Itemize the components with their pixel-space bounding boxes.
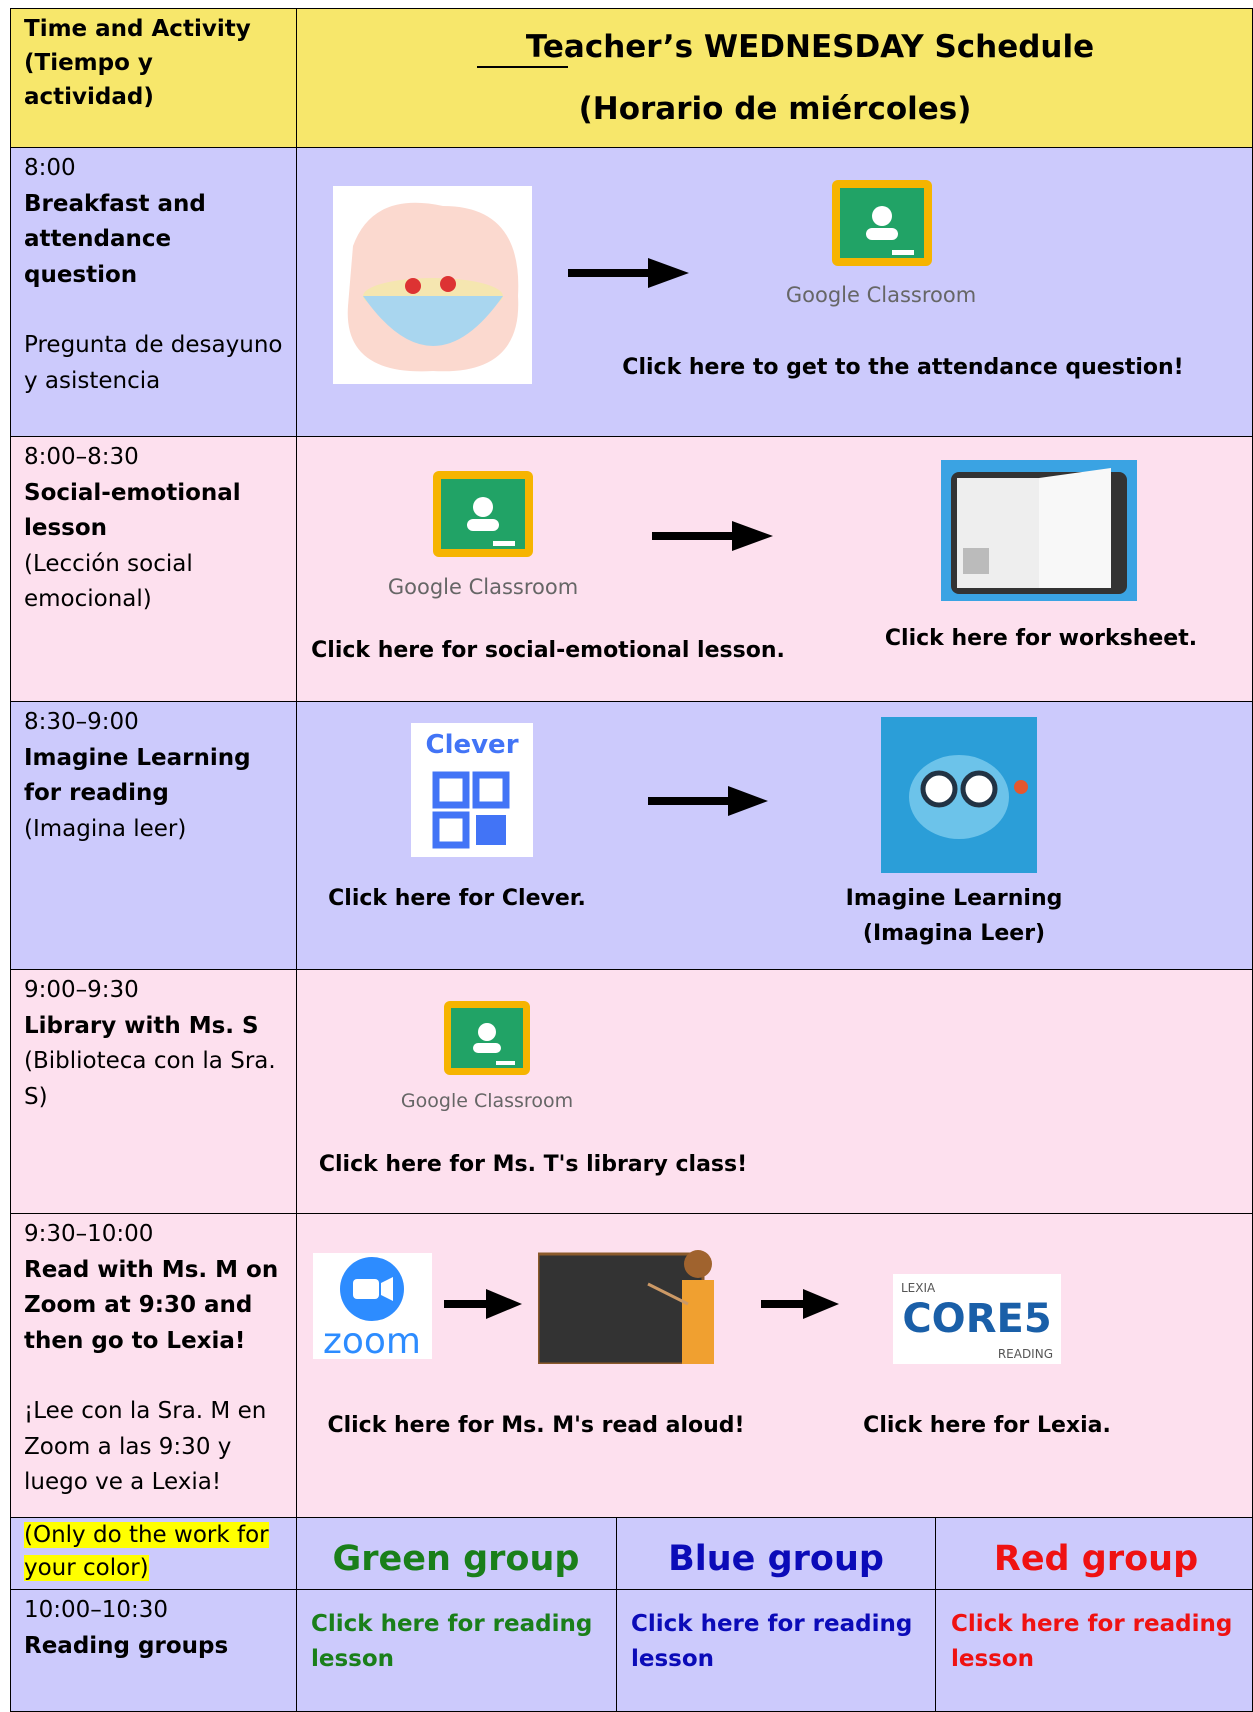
cell [296, 1213, 1253, 1518]
zoom-logo: zoom [313, 1253, 432, 1359]
cell [935, 1589, 1253, 1712]
row-label: 8:30–9:00 Imagine Learning for reading (Im… [24, 705, 286, 847]
link[interactable]: Imagine Learning [845, 886, 1063, 911]
subtitle: (Horario de miércoles) [578, 91, 972, 127]
row-label: 9:00–9:30 Library with Ms. S (Biblioteca c… [24, 973, 286, 1115]
logo-text: CORE5 [902, 1296, 1051, 1342]
blank-line [477, 66, 568, 68]
spanish: ¡Lee con la Sra. M en Zoom a las 9:30 y … [24, 1398, 267, 1495]
cell [296, 1517, 617, 1590]
row-label: 8:00–8:30 Social-emotional lesson (Lección… [24, 440, 286, 618]
time: 10:00–10:30 [24, 1597, 169, 1623]
cell [935, 1517, 1253, 1590]
group-name: Red group [993, 1539, 1199, 1579]
logo-text: READING [998, 1347, 1053, 1361]
activity: Library with Ms. S [24, 1012, 259, 1039]
book-image [941, 460, 1137, 601]
header-left-cell [10, 8, 297, 148]
row-label: 9:30–10:00 Read with Ms. M on Zoom at 9:3… [24, 1217, 286, 1501]
link[interactable]: Click here for Ms. M's read aloud! [327, 1413, 745, 1438]
link[interactable]: Click here for reading lesson [311, 1611, 593, 1672]
logo-text: Clever [425, 730, 518, 760]
link[interactable]: (Imagina Leer) [862, 921, 1046, 946]
classroom-logo [832, 180, 932, 266]
arrow [652, 521, 773, 551]
header-text: (Tiempo y actividad) [24, 50, 154, 110]
header-text: Time and Activity [24, 16, 251, 42]
activity: Read with Ms. M on Zoom at 9:30 and then… [24, 1256, 279, 1354]
spanish: (Lección social emocional) [24, 550, 193, 613]
header-title-cell [296, 8, 1253, 148]
cell [296, 1589, 617, 1712]
logo-text: Google Classroom [785, 283, 977, 307]
link[interactable]: Click here for reading lesson [631, 1611, 913, 1672]
group-name: Green group [332, 1539, 580, 1579]
clever-logo: Clever [411, 723, 533, 857]
activity: Reading groups [24, 1632, 229, 1659]
robot-image [881, 717, 1037, 873]
cereal-image [333, 186, 532, 384]
logo-text: LEXIA [901, 1281, 936, 1295]
arrow [568, 258, 689, 288]
link[interactable]: Click here for Ms. T's library class! [318, 1152, 748, 1177]
activity: Imagine Learning for reading [24, 744, 251, 807]
link[interactable]: Click here for Lexia. [863, 1413, 1111, 1438]
row-label: 10:00–10:30 Reading groups [24, 1593, 286, 1664]
link[interactable]: Click here to get to the attendance ques… [622, 355, 1184, 380]
logo-text: Google Classroom [387, 575, 579, 599]
time: 9:00–9:30 [24, 977, 139, 1003]
row-label: 8:00 Breakfast and attendance question Pre… [24, 151, 286, 399]
header-left: Time and Activity (Tiempo y actividad) [24, 12, 286, 114]
link[interactable]: Click here for worksheet. [884, 626, 1198, 651]
note: (Only do the work for your color) [24, 1519, 286, 1585]
cell [10, 701, 297, 970]
link[interactable]: Click here for reading lesson [951, 1611, 1233, 1672]
arrow [444, 1289, 522, 1319]
time: 8:00 [24, 155, 76, 181]
arrow [648, 786, 768, 816]
title: Teacher’s WEDNESDAY Schedule [525, 29, 1095, 65]
arrow [761, 1289, 839, 1319]
time: 8:30–9:00 [24, 709, 139, 735]
cell [10, 969, 297, 1214]
classroom-logo [444, 1001, 530, 1075]
cell [10, 1589, 297, 1712]
link[interactable]: Click here for social-emotional lesson. [311, 638, 785, 663]
logo-text: Google Classroom [400, 1090, 574, 1112]
activity: Breakfast and attendance question [24, 190, 206, 288]
cell [616, 1589, 936, 1712]
teacher-image [538, 1250, 714, 1364]
cell [10, 436, 297, 702]
classroom-logo [433, 471, 533, 557]
logo-text: zoom [323, 1321, 421, 1359]
link[interactable]: Click here for Clever. [328, 886, 586, 911]
activity: Social-emotional lesson [24, 479, 241, 542]
spanish: (Biblioteca con la Sra. S) [24, 1048, 276, 1110]
time: 9:30–10:00 [24, 1221, 154, 1247]
spanish: (Imagina leer) [24, 815, 187, 842]
time: 8:00–8:30 [24, 444, 139, 470]
spanish: Pregunta de desayuno y asistencia [24, 332, 283, 394]
note-text: (Only do the work for your color) [24, 1522, 269, 1581]
group-name: Blue group [668, 1539, 884, 1579]
